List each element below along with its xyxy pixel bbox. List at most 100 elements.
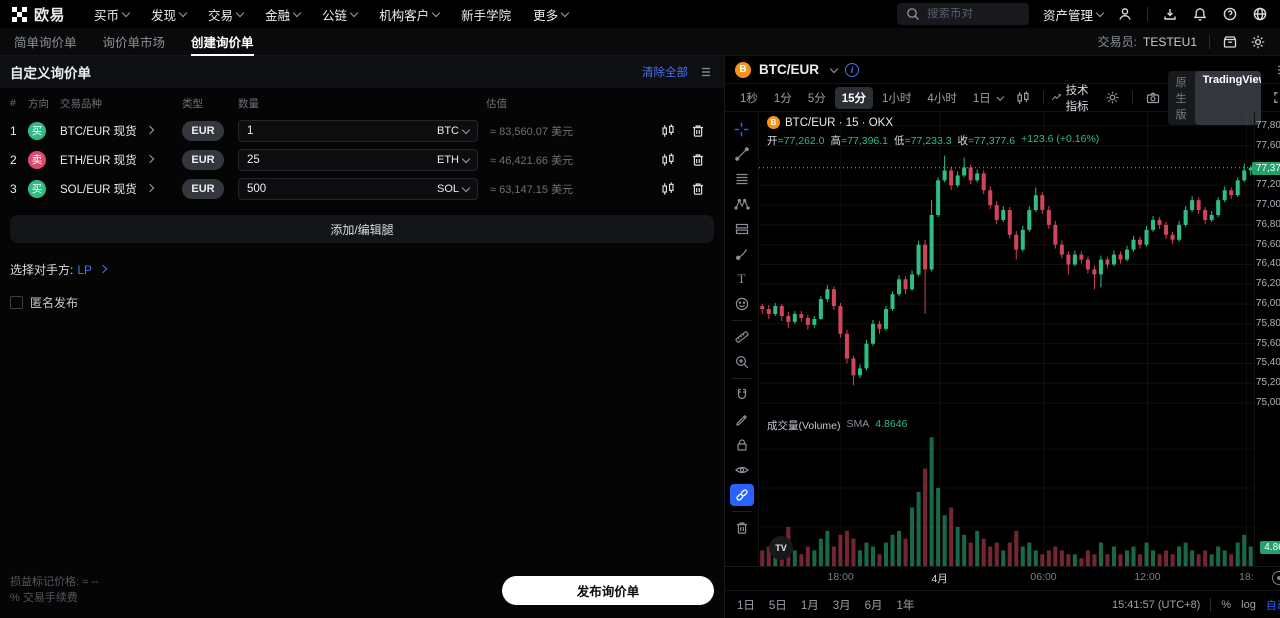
chart-clock[interactable]: 15:41:57 (UTC+8) <box>1112 598 1201 611</box>
delete-leg-trash-icon[interactable] <box>690 152 706 168</box>
delete-leg-trash-icon[interactable] <box>690 123 706 139</box>
time-axis[interactable]: 18:00 4月 06:00 12:00 18: <box>725 566 1280 590</box>
range-1mo[interactable]: 1月 <box>800 599 819 612</box>
chart-candles-icon[interactable] <box>660 123 676 139</box>
range-6mo[interactable]: 6月 <box>864 599 883 612</box>
auto-scale-button[interactable]: 自动 <box>1265 599 1280 612</box>
crosshair-tool-icon[interactable] <box>730 118 754 140</box>
price-axis[interactable]: 77,800.0 77,600.0 77,200.0 77,000.0 76,800.0… <box>1251 112 1280 566</box>
chart-symbol[interactable]: BTC/EUR <box>759 62 819 77</box>
amount-input[interactable] <box>247 182 437 195</box>
snapshot-camera-icon[interactable] <box>1140 90 1166 106</box>
range-1d[interactable]: 1日 <box>737 599 755 612</box>
brush-tool-icon[interactable] <box>730 243 754 265</box>
nav-item-academy[interactable]: 新手学院 <box>461 8 512 23</box>
range-1y[interactable]: 1年 <box>896 599 915 612</box>
zoom-in-tool-icon[interactable] <box>730 351 754 373</box>
chart-candles-icon[interactable] <box>660 181 676 197</box>
unit-selector[interactable]: ETH <box>437 154 471 166</box>
pattern-xabcd-tool-icon[interactable] <box>730 193 754 215</box>
timeframe-1m[interactable]: 1分 <box>773 92 792 105</box>
settings-gear-icon[interactable] <box>1250 34 1266 50</box>
chart-menu-icon[interactable] <box>1274 62 1280 78</box>
tradingview-mode-button[interactable]: TradingView <box>1194 70 1261 125</box>
measure-ruler-tool-icon[interactable] <box>730 326 754 348</box>
clear-all-button[interactable]: 清除全部 <box>642 67 688 79</box>
tab-simple-rfq[interactable]: 简单询价单 <box>14 36 77 50</box>
language-globe-icon[interactable] <box>1252 6 1268 22</box>
info-icon[interactable]: i <box>845 62 859 77</box>
text-tool-icon[interactable]: T <box>737 271 746 286</box>
native-mode-button[interactable]: 原生版 <box>1175 76 1187 121</box>
currency-pill[interactable]: EUR <box>182 178 224 199</box>
candle-style-icon[interactable] <box>1010 90 1036 106</box>
timeframe-5m[interactable]: 5分 <box>807 92 826 105</box>
delete-leg-trash-icon[interactable] <box>690 181 706 197</box>
unit-selector[interactable]: BTC <box>437 125 471 137</box>
indicators-button[interactable]: 技术指标 <box>1051 82 1098 114</box>
timeframe-15m[interactable]: 15分 <box>834 86 874 109</box>
assets-menu[interactable]: 资产管理 <box>1043 5 1105 24</box>
timeframe-1s[interactable]: 1秒 <box>740 92 758 105</box>
range-5d[interactable]: 5日 <box>768 599 787 612</box>
nav-item-discover[interactable]: 发现 <box>140 5 197 24</box>
chevron-down-icon <box>560 8 570 18</box>
notifications-bell-icon[interactable] <box>1192 6 1208 22</box>
nav-item-chain[interactable]: 公链 <box>311 5 368 24</box>
collapse-panel-icon[interactable] <box>698 64 714 80</box>
search-box[interactable] <box>896 3 1029 25</box>
timeframe-1d[interactable]: 1日 <box>972 92 991 105</box>
counterparty-link[interactable]: LP <box>77 262 93 277</box>
hide-drawings-eye-icon[interactable] <box>730 459 754 481</box>
emoji-tool-icon[interactable] <box>730 293 754 315</box>
sync-drawings-link-icon[interactable] <box>729 484 754 506</box>
log-scale-button[interactable]: log <box>1241 598 1256 611</box>
nav-item-more[interactable]: 更多 <box>522 5 579 24</box>
nav-item-trade[interactable]: 交易 <box>197 5 254 24</box>
currency-pill[interactable]: EUR <box>182 149 224 170</box>
lock-drawings-icon[interactable] <box>730 434 754 456</box>
forecast-tool-icon[interactable] <box>730 218 754 240</box>
trading-fee-link[interactable]: % 交易手续费 <box>10 592 78 604</box>
chart-plot-area[interactable]: B BTC/EUR · 15 · OKX 开=77,262.0 高=77,396… <box>759 112 1254 566</box>
drawing-mode-pencil-icon[interactable] <box>730 409 754 431</box>
instrument-selector[interactable]: ETH/EUR 现货 <box>60 152 178 168</box>
range-3mo[interactable]: 3月 <box>832 599 851 612</box>
go-to-realtime-icon[interactable] <box>1271 571 1280 585</box>
chart-settings-gear-icon[interactable] <box>1100 90 1125 105</box>
chart-candles-icon[interactable] <box>660 152 676 168</box>
magnet-tool-icon[interactable] <box>730 384 754 406</box>
amount-input[interactable] <box>247 153 437 166</box>
unit-selector[interactable]: SOL <box>437 183 471 195</box>
timeframe-1h[interactable]: 1小时 <box>882 92 912 105</box>
trendline-tool-icon[interactable] <box>730 143 754 165</box>
help-icon[interactable] <box>1222 6 1238 22</box>
order-history-icon[interactable] <box>1222 34 1238 50</box>
tab-rfq-market[interactable]: 询价单市场 <box>102 36 166 50</box>
fib-retracement-tool-icon[interactable] <box>730 168 754 190</box>
percent-scale-button[interactable]: % <box>1221 598 1232 611</box>
publish-rfq-button[interactable]: 发布询价单 <box>502 575 714 605</box>
okx-logo[interactable]: 欧易 <box>12 4 65 25</box>
tab-create-rfq[interactable]: 创建询价单 <box>191 28 254 56</box>
remove-drawings-trash-icon[interactable] <box>730 517 754 539</box>
amount-input[interactable] <box>247 124 437 137</box>
chevron-down-icon[interactable] <box>829 64 839 73</box>
fullscreen-expand-icon[interactable] <box>1267 90 1280 105</box>
search-input[interactable] <box>926 8 1017 20</box>
timeframe-4h[interactable]: 4小时 <box>927 92 957 105</box>
leg-row: 1 买 BTC/EUR 现货 EUR BTC ≈ 83,560.07 美元 <box>10 116 714 145</box>
nav-item-institutional[interactable]: 机构客户 <box>368 5 450 24</box>
add-edit-leg-button[interactable]: 添加/编辑腿 <box>10 215 714 243</box>
instrument-selector[interactable]: SOL/EUR 现货 <box>60 181 178 197</box>
nav-item-finance[interactable]: 金融 <box>254 5 311 24</box>
nav-item-buy-crypto[interactable]: 买币 <box>83 5 140 24</box>
leg-index: 3 <box>10 181 17 196</box>
profile-icon[interactable] <box>1117 6 1133 22</box>
instrument-selector[interactable]: BTC/EUR 现货 <box>60 123 178 139</box>
download-app-icon[interactable] <box>1162 6 1178 22</box>
search-icon <box>907 8 919 20</box>
anonymous-checkbox[interactable] <box>10 296 23 309</box>
currency-pill[interactable]: EUR <box>182 120 224 141</box>
candlestick-chart[interactable] <box>759 112 1254 566</box>
